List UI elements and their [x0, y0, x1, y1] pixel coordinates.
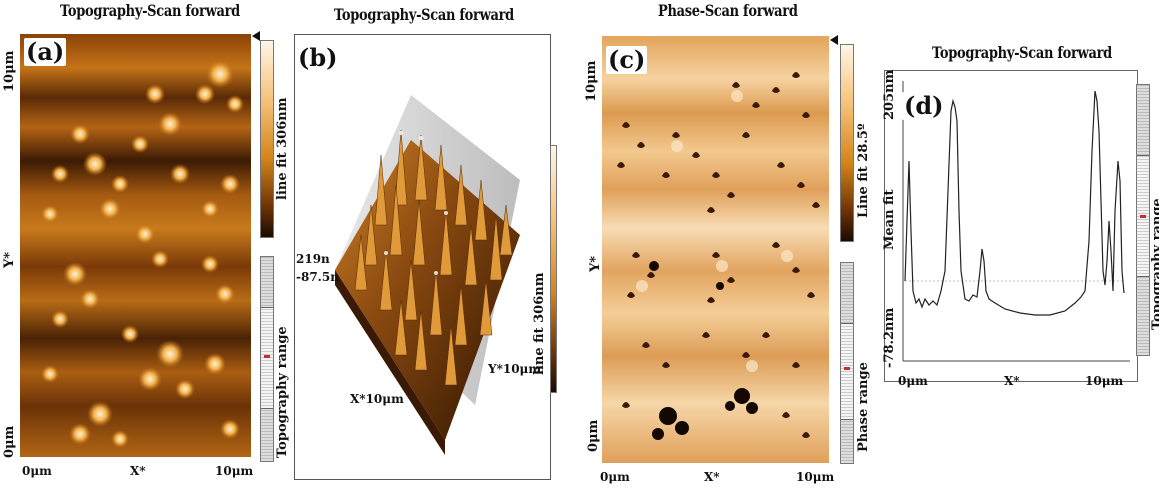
panel-d: Topography-Scan forward (d) 205nm Mean f…	[880, 0, 1159, 497]
panel-b-frame	[294, 34, 551, 480]
panel-d-title: Topography-Scan forward	[932, 44, 1112, 63]
panel-c-colorbar-label: Line fit 28.5º	[856, 123, 871, 218]
panel-a: Topography-Scan forward	[0, 0, 290, 497]
panel-a-label: (a)	[24, 37, 67, 66]
panel-a-title: Topography-Scan forward	[60, 2, 240, 21]
panel-a-topography-image	[20, 34, 251, 457]
panel-a-y-top: 10μm	[2, 50, 17, 92]
panel-d-y-axis: Mean fit	[882, 189, 897, 250]
panel-b-title: Topography-Scan forward	[334, 6, 514, 25]
panel-c-x-axis: X*	[704, 470, 720, 484]
panel-c-x-right: 10μm	[796, 470, 835, 484]
panel-c-range-marker	[844, 367, 850, 370]
panel-c-label: (c)	[606, 45, 648, 74]
panel-c-y-axis: Y*	[588, 255, 603, 272]
panel-a-range-marker	[264, 355, 270, 358]
panel-c-y-top: 10μm	[584, 60, 599, 102]
panel-a-y-bottom: 0μm	[2, 425, 17, 458]
panel-b: Topography-Scan forward	[292, 0, 557, 497]
panel-a-x-left: 0μm	[22, 464, 52, 478]
panel-d-x-left: 0μm	[898, 374, 928, 388]
phase-map-c	[602, 36, 829, 463]
panel-b-colorbar	[550, 145, 557, 393]
panel-a-colorbar-label: line fit 306nm	[275, 97, 290, 200]
panel-c: Phase-Scan forward	[574, 0, 874, 497]
panel-d-label: (d)	[902, 91, 946, 120]
panel-a-colorbar	[260, 40, 274, 238]
panel-c-x-left: 0μm	[600, 470, 630, 484]
topography-3d-view	[335, 95, 520, 455]
profile-series-line	[904, 90, 1125, 316]
panel-d-y-top: 205nm	[882, 69, 897, 120]
panel-b-x-axis: X*10μm	[350, 392, 404, 406]
panel-c-phase-image	[602, 36, 829, 463]
panel-a-range-label: Topography range	[275, 326, 290, 458]
panel-b-label: (b)	[296, 43, 340, 72]
panel-d-range-label: Topography range	[1150, 198, 1159, 330]
panel-c-range-bar[interactable]	[840, 262, 854, 464]
panel-b-colorbar-label: line fit 306nm	[532, 272, 547, 375]
panel-b-y-axis: Y*10μm	[488, 362, 542, 376]
panel-c-colorbar	[840, 44, 854, 242]
panel-a-x-right: 10μm	[215, 464, 254, 478]
panel-b-z-bottom: -87.5n	[296, 270, 339, 284]
panel-d-x-right: 10μm	[1085, 374, 1124, 388]
panel-d-range-marker	[1140, 215, 1146, 218]
panel-c-range-label: Phase range	[856, 362, 871, 452]
panel-d-x-axis: X*	[1004, 374, 1020, 388]
panel-c-y-bottom: 0μm	[586, 419, 601, 452]
panel-c-title: Phase-Scan forward	[658, 2, 798, 21]
panel-a-y-axis: Y*	[2, 251, 17, 268]
panel-a-x-axis: X*	[130, 464, 146, 478]
panel-d-y-bottom: -78.2nm	[882, 307, 897, 368]
panel-d-frame	[884, 70, 1138, 382]
panel-a-colorbar-arrow-icon	[252, 31, 260, 41]
panel-c-colorbar-arrow-icon	[830, 35, 838, 45]
panel-b-z-top: 219n	[296, 252, 330, 266]
panel-a-range-bar[interactable]	[260, 256, 274, 462]
line-profile-chart	[902, 81, 1130, 362]
panel-d-range-bar[interactable]	[1136, 84, 1150, 356]
topography-map-a	[20, 34, 251, 457]
